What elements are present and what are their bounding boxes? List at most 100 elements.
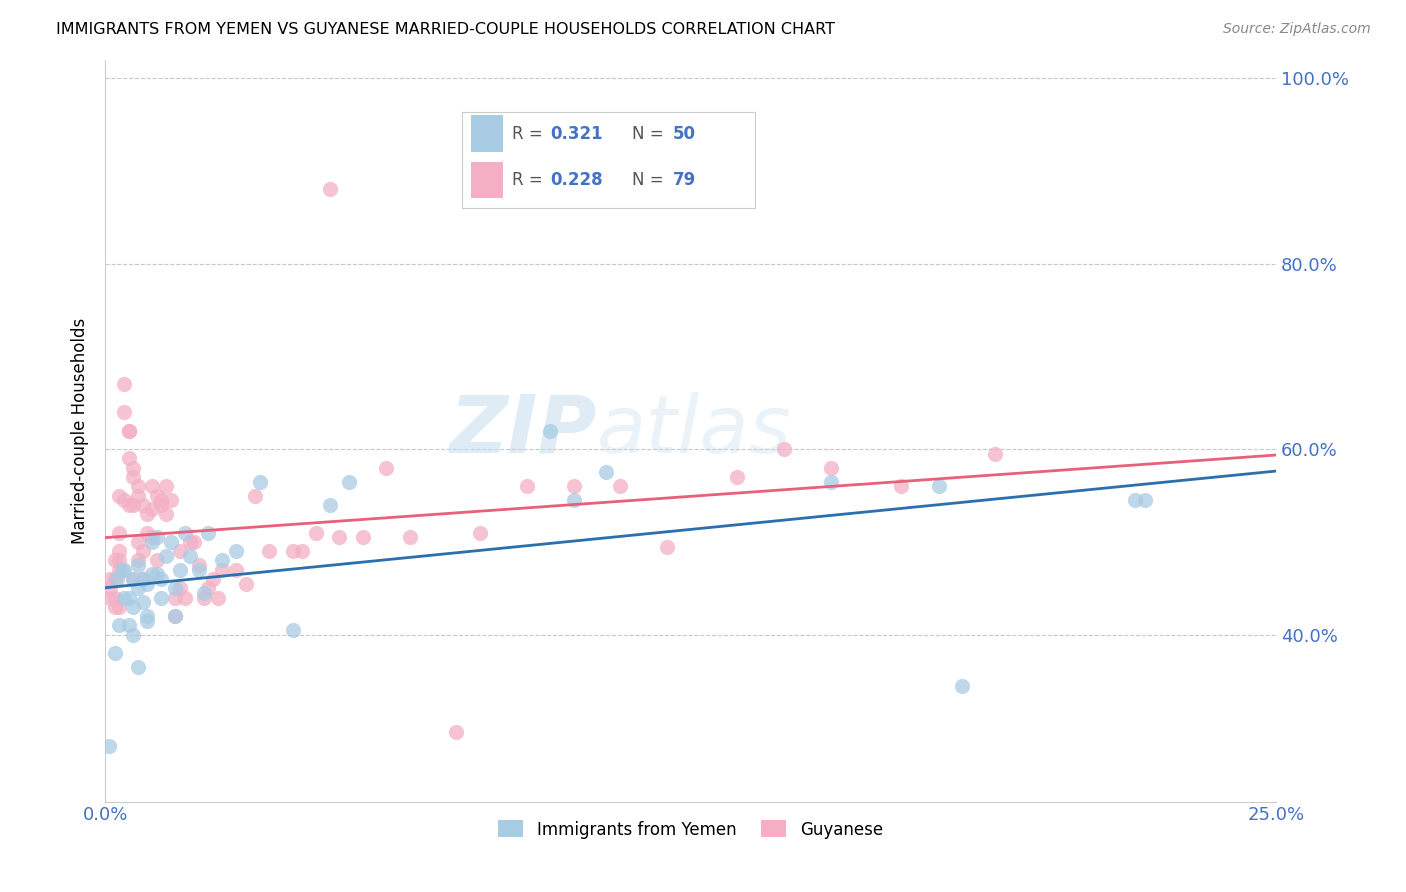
Point: [98, 572, 121, 586]
Point: [352, 530, 374, 544]
Point: [225, 563, 247, 577]
Text: Source: ZipAtlas.com: Source: ZipAtlas.com: [1223, 22, 1371, 37]
Point: [122, 572, 145, 586]
Point: [145, 489, 167, 503]
Point: [165, 591, 187, 605]
Point: [103, 572, 125, 586]
Point: [1133, 493, 1156, 508]
Point: [122, 460, 145, 475]
Point: [145, 567, 167, 582]
Point: [984, 447, 1007, 461]
Point: [249, 475, 271, 489]
Point: [145, 530, 167, 544]
Point: [141, 502, 163, 516]
Point: [281, 544, 304, 558]
Point: [193, 591, 215, 605]
Point: [117, 498, 139, 512]
Point: [108, 618, 131, 632]
Point: [141, 530, 163, 544]
Point: [127, 558, 149, 572]
Point: [103, 599, 125, 614]
Point: [243, 489, 266, 503]
Point: [193, 586, 215, 600]
Point: [155, 549, 177, 563]
Point: [108, 599, 131, 614]
Point: [197, 525, 219, 540]
Point: [122, 599, 145, 614]
Point: [117, 424, 139, 438]
Point: [562, 493, 585, 508]
Point: [112, 563, 135, 577]
Point: [127, 660, 149, 674]
Point: [183, 534, 205, 549]
Point: [179, 534, 201, 549]
Point: [291, 544, 314, 558]
Text: ZIP: ZIP: [450, 392, 598, 469]
Point: [131, 544, 153, 558]
Point: [187, 563, 209, 577]
Point: [131, 572, 153, 586]
Point: [110, 563, 132, 577]
Point: [122, 627, 145, 641]
Point: [225, 544, 247, 558]
Point: [112, 493, 135, 508]
Point: [595, 466, 617, 480]
Point: [928, 479, 950, 493]
Point: [773, 442, 796, 457]
Point: [108, 525, 131, 540]
Point: [207, 591, 229, 605]
Point: [117, 451, 139, 466]
Point: [235, 576, 257, 591]
Point: [169, 563, 191, 577]
Legend: Immigrants from Yemen, Guyanese: Immigrants from Yemen, Guyanese: [492, 814, 890, 846]
Point: [328, 530, 350, 544]
Point: [1125, 493, 1147, 508]
Point: [141, 567, 163, 582]
Point: [122, 572, 145, 586]
Point: [112, 405, 135, 419]
Point: [122, 498, 145, 512]
Point: [136, 507, 159, 521]
Point: [150, 493, 173, 508]
Point: [136, 614, 159, 628]
Point: [562, 479, 585, 493]
Point: [165, 609, 187, 624]
Point: [657, 540, 679, 554]
Point: [97, 739, 120, 753]
Point: [117, 618, 139, 632]
Point: [187, 558, 209, 572]
Point: [117, 424, 139, 438]
Point: [201, 572, 224, 586]
Point: [281, 623, 304, 637]
Point: [725, 470, 748, 484]
Point: [150, 498, 173, 512]
Point: [112, 591, 135, 605]
Point: [155, 507, 177, 521]
Point: [468, 525, 491, 540]
Point: [150, 572, 173, 586]
Text: atlas: atlas: [598, 392, 792, 469]
Point: [98, 591, 121, 605]
Point: [516, 479, 538, 493]
Point: [165, 609, 187, 624]
Point: [145, 553, 167, 567]
Point: [169, 581, 191, 595]
Point: [136, 525, 159, 540]
Point: [98, 581, 121, 595]
Point: [820, 460, 842, 475]
Point: [211, 563, 233, 577]
Point: [117, 591, 139, 605]
Point: [173, 525, 195, 540]
Point: [131, 572, 153, 586]
Point: [127, 553, 149, 567]
Point: [127, 581, 149, 595]
Point: [150, 591, 173, 605]
Point: [211, 553, 233, 567]
Point: [890, 479, 912, 493]
Point: [197, 581, 219, 595]
Point: [136, 609, 159, 624]
Point: [141, 534, 163, 549]
Point: [131, 595, 153, 609]
Point: [112, 377, 135, 392]
Point: [173, 591, 195, 605]
